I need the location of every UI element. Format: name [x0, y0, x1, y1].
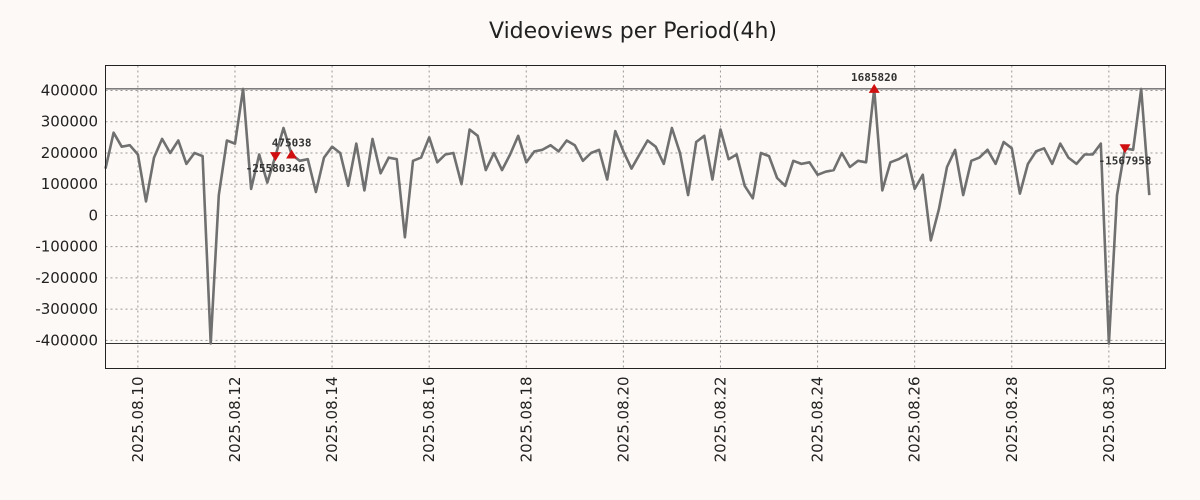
outlier-label: -1567958: [1099, 154, 1152, 167]
x-tick-label: 2025.08.24: [809, 377, 827, 463]
x-tick-label: 2025.08.30: [1100, 377, 1118, 463]
line-chart: Videoviews per Period(4h) -25580346 47503…: [0, 0, 1200, 500]
y-tick-label: -100000: [35, 238, 98, 256]
outlier-label: 475038: [272, 137, 312, 150]
grid-layer: [106, 66, 1166, 369]
y-tick-label: -300000: [35, 300, 98, 318]
outlier-marker: [270, 152, 281, 161]
clip-lines: [106, 89, 1166, 344]
x-tick-label: 2025.08.10: [129, 377, 147, 463]
x-tick-label: 2025.08.12: [226, 377, 244, 463]
y-tick-label: 200000: [41, 144, 98, 162]
outlier-label: 1685820: [851, 71, 897, 84]
y-tick-label: 0: [88, 206, 98, 224]
outlier-label: 851967: [1137, 0, 1177, 3]
x-tick-label: 2025.08.28: [1003, 377, 1021, 463]
y-tick-label: 300000: [41, 113, 98, 131]
y-tick-label: -400000: [35, 331, 98, 349]
x-tick-label: 2025.08.22: [711, 377, 729, 463]
y-tick-label: -200000: [35, 269, 98, 287]
x-tick-label: 2025.08.16: [420, 377, 438, 463]
x-tick-label: 2025.08.20: [614, 377, 632, 463]
series-line: [106, 89, 1150, 344]
x-tick-label: 2025.08.14: [323, 377, 341, 463]
outlier-marker: [286, 150, 297, 159]
x-tick-label: 2025.08.18: [517, 377, 535, 463]
chart-container: Videoviews per Period(4h) -25580346 47503…: [0, 0, 1200, 500]
chart-title: Videoviews per Period(4h): [489, 19, 777, 44]
x-tick-label: 2025.08.26: [906, 377, 924, 463]
plot-frame: [106, 66, 1166, 369]
outlier-label: -25580346: [246, 162, 306, 175]
series-layer: [106, 89, 1150, 344]
tick-labels: 400000 300000 200000 100000 0 -100000 -200000 -…: [35, 81, 1118, 462]
y-tick-label: 100000: [41, 175, 98, 193]
y-tick-label: 400000: [41, 81, 98, 99]
